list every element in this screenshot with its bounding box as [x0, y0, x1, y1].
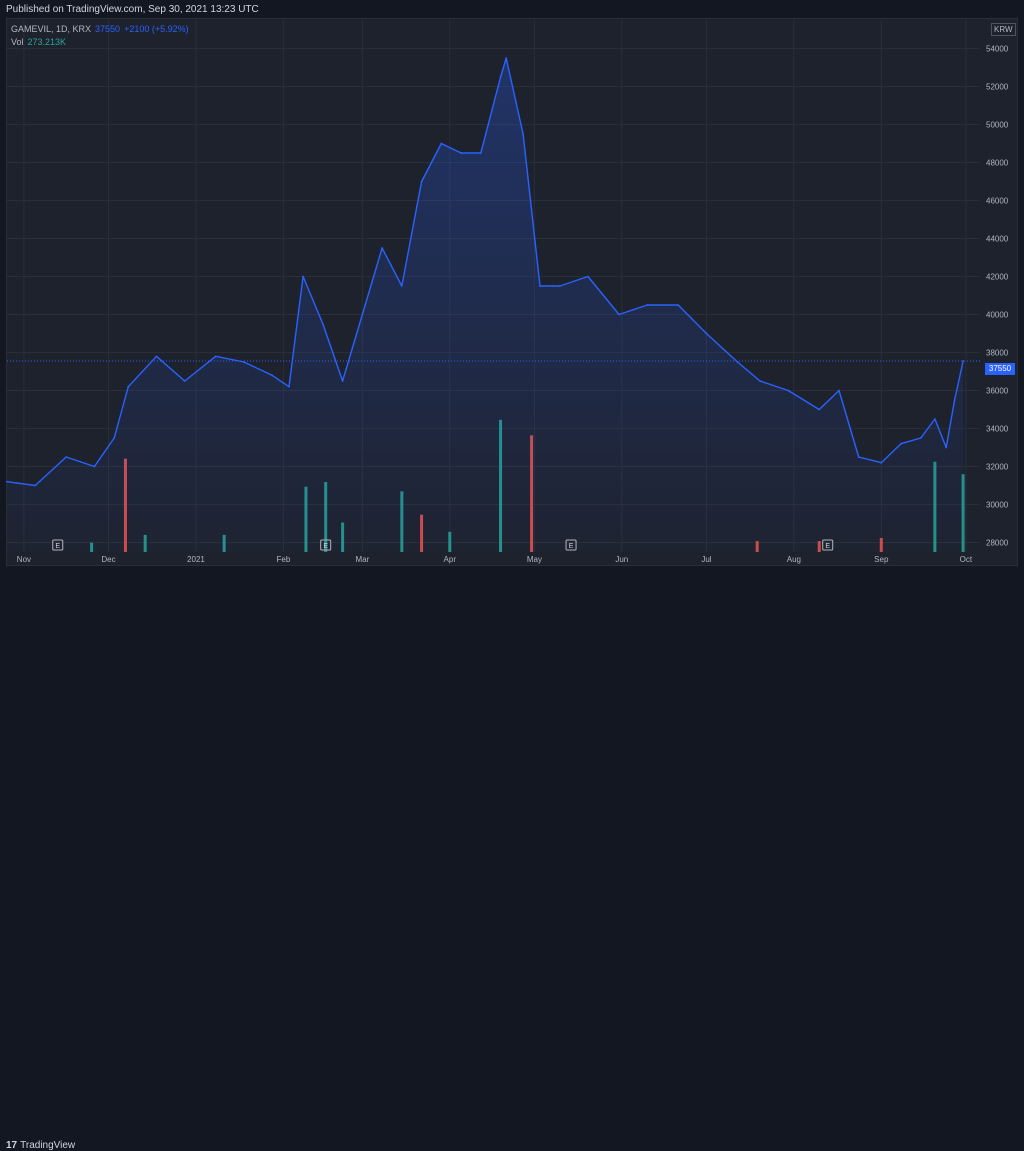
- x-tick-label: Mar: [355, 555, 369, 564]
- price-chart[interactable]: 54000 52000 50000 48000 46000 44000 42000 40000…: [0, 0, 1024, 591]
- price-point: [65, 456, 68, 458]
- price-point: [677, 304, 680, 306]
- tradingview-logo-mark: 17: [6, 1140, 18, 1151]
- price-point: [183, 380, 186, 382]
- y-tick-label: 36000: [986, 387, 1009, 396]
- price-point: [6, 480, 8, 483]
- x-tick-label: 2021: [187, 555, 205, 564]
- y-tick-label: 42000: [986, 273, 1009, 282]
- y-tick-label: 52000: [986, 83, 1009, 92]
- y-tick-label: 34000: [986, 425, 1009, 434]
- price-point: [93, 465, 96, 468]
- last-price-label: 37550: [985, 363, 1015, 375]
- price-point: [155, 355, 158, 358]
- y-tick-label: 50000: [986, 121, 1009, 130]
- price-point: [945, 446, 948, 449]
- price-point: [288, 385, 290, 388]
- legend-row-symbol: GAMEVIL, 1D, KRX 37550 +2100 (+5.92%): [11, 23, 189, 36]
- price-point: [838, 389, 840, 392]
- price-point: [919, 437, 922, 439]
- earnings-marker-label: E: [825, 543, 830, 550]
- currency-badge[interactable]: KRW: [991, 23, 1016, 36]
- price-point: [558, 285, 561, 287]
- tradingview-logo-text: TradingView: [20, 1140, 76, 1151]
- price-point: [302, 275, 305, 278]
- price-point: [214, 355, 217, 358]
- price-point: [933, 418, 936, 420]
- y-tick-label: 46000: [986, 197, 1009, 206]
- price-point: [522, 133, 525, 135]
- y-tick-label: 54000: [986, 45, 1009, 54]
- price-point: [787, 389, 790, 392]
- price-point: [962, 360, 964, 362]
- x-tick-label: Apr: [444, 555, 457, 564]
- chart-legend: GAMEVIL, 1D, KRX 37550 +2100 (+5.92%) Vol 2…: [11, 23, 189, 49]
- earnings-marker: [565, 539, 577, 551]
- price-point: [539, 285, 541, 287]
- y-tick-label: 30000: [986, 501, 1009, 510]
- footer-bar: 17 TradingView: [0, 566, 1024, 1151]
- price-point: [646, 304, 649, 306]
- price-point: [381, 247, 383, 249]
- x-tick-label: Jun: [615, 555, 628, 564]
- x-tick-label: Dec: [101, 555, 115, 564]
- price-point: [420, 180, 423, 183]
- earnings-marker-label: E: [55, 543, 60, 550]
- y-tick-label: 28000: [986, 539, 1009, 548]
- price-point: [499, 76, 502, 78]
- price-point: [880, 461, 883, 464]
- y-tick-label: 32000: [986, 463, 1009, 472]
- x-tick-label: May: [527, 555, 542, 564]
- x-tick-label: Oct: [960, 555, 973, 564]
- price-point: [400, 285, 403, 287]
- price-point: [618, 313, 620, 316]
- y-tick-label: 38000: [986, 349, 1009, 358]
- price-area: [7, 58, 964, 552]
- earnings-marker-label: E: [323, 543, 328, 550]
- earnings-marker: [822, 539, 834, 551]
- price-point: [759, 380, 761, 382]
- price-point: [953, 399, 956, 401]
- x-tick-label: Aug: [787, 555, 801, 564]
- price-point: [900, 442, 902, 445]
- price-point: [587, 275, 589, 278]
- x-tick-label: Sep: [874, 555, 889, 564]
- top-bar: Published on TradingView.com, Sep 30, 20…: [0, 0, 1024, 18]
- price-point: [460, 152, 462, 154]
- x-tick-label: Feb: [276, 555, 290, 564]
- price-point: [271, 374, 274, 377]
- price-point: [341, 380, 344, 382]
- tradingview-logo[interactable]: 17 TradingView: [6, 1140, 75, 1151]
- x-tick-label: Nov: [17, 555, 31, 564]
- price-point: [127, 385, 130, 388]
- price-point: [364, 304, 367, 306]
- volume-value: 273.213K: [27, 37, 67, 47]
- y-tick-label: 40000: [986, 311, 1009, 320]
- y-tick-label: 48000: [986, 159, 1009, 168]
- earnings-marker: [320, 539, 332, 551]
- price-point: [113, 437, 116, 439]
- price-value: 37550: [95, 24, 121, 34]
- price-point: [818, 408, 821, 411]
- earnings-marker-label: E: [569, 543, 574, 550]
- price-point: [440, 142, 443, 145]
- published-text: Published on TradingView.com, Sep 30, 20…: [6, 4, 259, 15]
- legend-row-volume: Vol 273.213K: [11, 36, 189, 49]
- price-point: [505, 57, 508, 59]
- y-tick-label: 44000: [986, 235, 1009, 244]
- volume-label[interactable]: Vol: [11, 37, 24, 47]
- earnings-marker: [52, 539, 64, 551]
- price-point: [705, 332, 708, 335]
- price-point: [736, 361, 739, 363]
- price-point: [479, 152, 482, 154]
- x-tick-label: Jul: [701, 555, 711, 564]
- price-point: [857, 456, 860, 458]
- change-value: +2100 (+5.92%): [124, 24, 189, 34]
- price-point: [34, 484, 37, 487]
- symbol-label[interactable]: GAMEVIL, 1D, KRX: [11, 24, 92, 34]
- price-point: [321, 323, 324, 325]
